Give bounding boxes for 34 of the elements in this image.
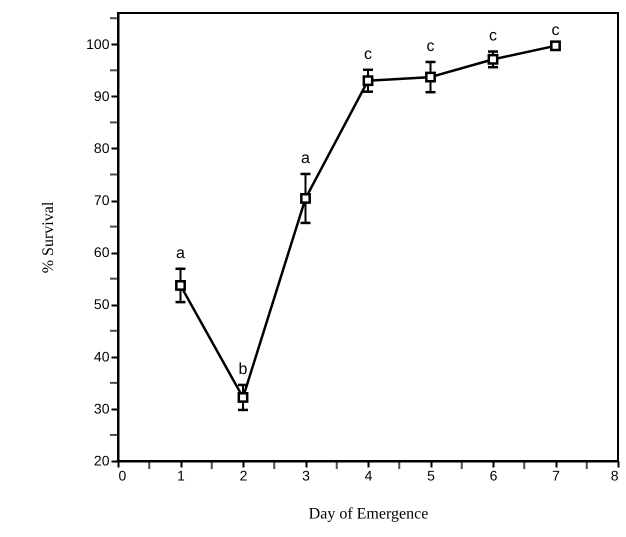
- annotation: c: [489, 28, 497, 45]
- x-tick-label: 3: [302, 468, 310, 484]
- point: [300, 193, 311, 204]
- point: [425, 72, 436, 83]
- point: [238, 392, 248, 403]
- annotation: c: [364, 46, 372, 63]
- x-tick-label: 2: [240, 468, 248, 484]
- point: [488, 54, 498, 65]
- y-tick-label: 60: [94, 244, 110, 260]
- x-tick-label: 5: [427, 468, 436, 484]
- annotation: c: [426, 38, 434, 55]
- x-tick-label: 8: [610, 468, 619, 484]
- point: [550, 40, 561, 52]
- x-tick-label: 6: [490, 468, 498, 484]
- point: [175, 280, 186, 291]
- x-tick-label: 0: [118, 468, 126, 484]
- y-tick-label: 80: [94, 140, 110, 156]
- y-tick-label: 40: [94, 348, 110, 364]
- y-tick-label: 70: [94, 192, 110, 208]
- y-axis-title: % Survival: [40, 201, 58, 274]
- annotation: a: [301, 150, 310, 167]
- point: [362, 75, 374, 86]
- y-tick-label: 100: [86, 36, 110, 52]
- x-tick-label: 7: [552, 468, 560, 484]
- x-axis-title: Day of Emergence: [308, 506, 428, 522]
- y-tick-label: 30: [94, 400, 110, 416]
- x-tick-label: 1: [177, 468, 186, 484]
- x-tick-label: 4: [364, 468, 373, 484]
- annotation: a: [176, 244, 186, 262]
- y-tick-label: 50: [94, 296, 110, 312]
- y-tick-label: 20: [94, 452, 110, 468]
- annotation: b: [238, 360, 248, 378]
- y-tick-label: 90: [94, 88, 110, 104]
- annotation: c: [552, 22, 560, 39]
